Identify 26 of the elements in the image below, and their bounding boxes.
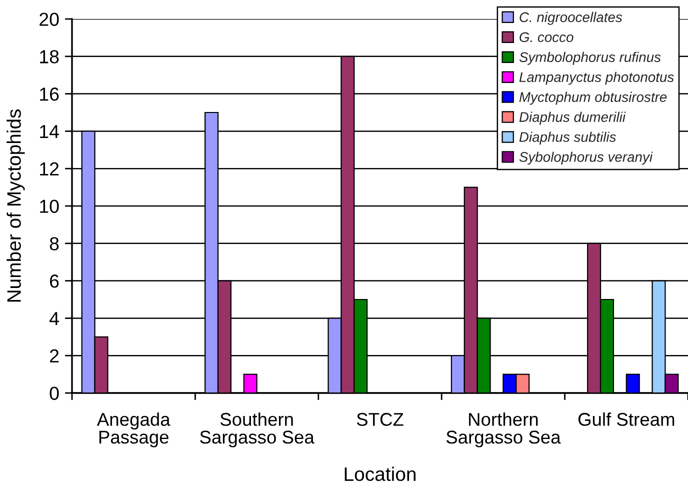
y-tick-label: 18 [40, 50, 59, 64]
legend-label: Symbolophorus rufinus [519, 52, 661, 65]
y-tick-label: 20 [40, 12, 59, 26]
y-axis-title: Number of Myctophids [6, 109, 25, 302]
y-tick-label: 8 [50, 237, 59, 250]
legend-label: Diaphus dumerilii [519, 112, 626, 125]
x-tick-label: STCZ [356, 412, 404, 426]
y-tick-label: 6 [50, 274, 59, 288]
legend-label: C. nigroocellates [520, 12, 622, 25]
y-tick-label: 0 [50, 386, 59, 400]
y-tick-label: 12 [40, 162, 59, 176]
x-tick-label: Anegada Passage [96, 412, 170, 448]
x-axis-title: Location [344, 466, 416, 482]
y-tick-label: 2 [50, 349, 59, 362]
legend-label: Diaphus subtilis [519, 132, 616, 145]
y-tick-label: 4 [50, 312, 59, 325]
y-tick-label: 10 [40, 200, 59, 213]
x-tick-label: Northern Sargasso Sea [446, 412, 561, 448]
x-tick-label: Southern Sargasso Sea [200, 412, 314, 448]
legend-label: Sybolophorus veranyi [519, 152, 653, 165]
y-tick-label: 16 [40, 88, 59, 101]
legend-label: G. cocco [520, 32, 574, 42]
x-tick-label: Gulf Stream [578, 412, 674, 426]
legend-label: Myctophum obtusirostre [519, 92, 667, 105]
legend-label: Lampanyctus photonotus [519, 72, 674, 85]
y-tick-label: 14 [40, 125, 59, 138]
